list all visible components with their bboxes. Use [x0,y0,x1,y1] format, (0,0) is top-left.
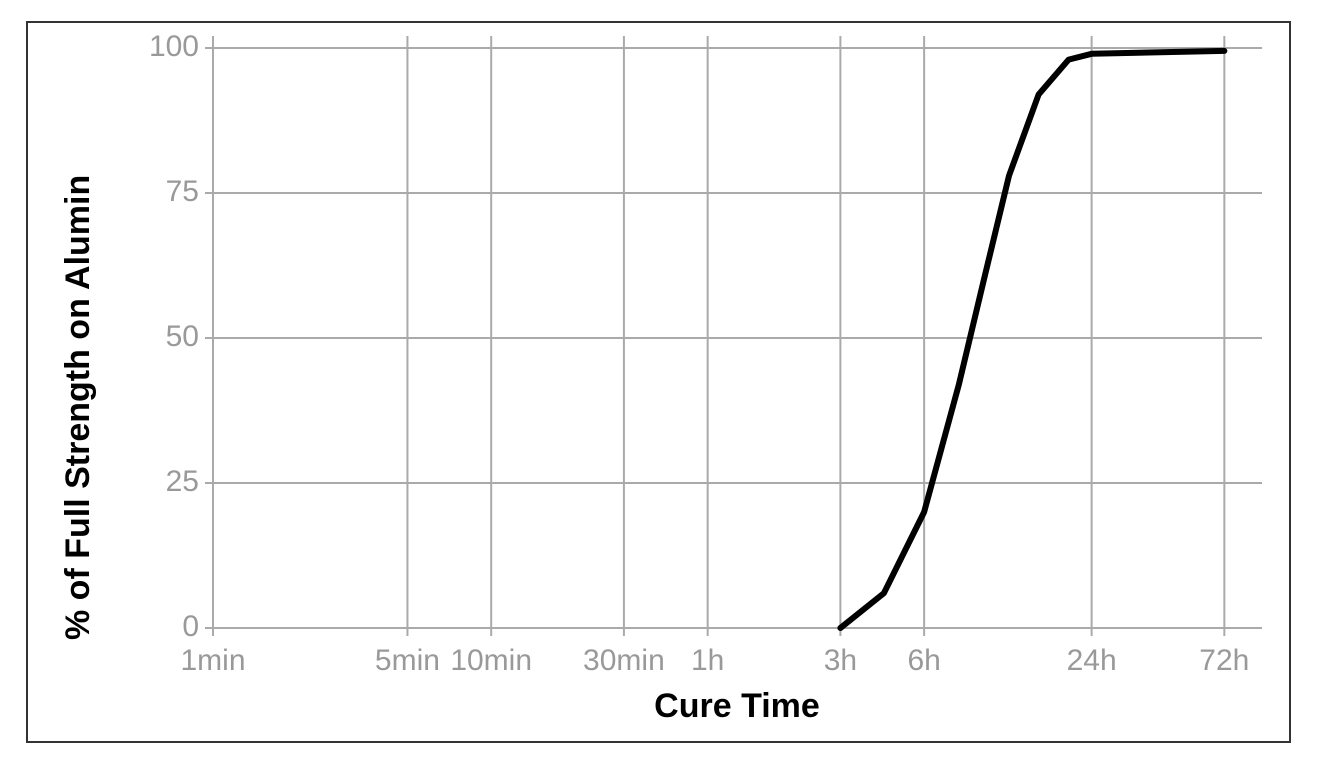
y-axis-title: % of Full Strength on Alumin [59,175,97,640]
x-tick-label: 6h [907,644,940,677]
x-tick-label: 1min [180,644,245,677]
x-tick-label: 24h [1067,644,1117,677]
y-tick-label: 50 [166,320,199,353]
x-axis-title: Cure Time [654,687,820,725]
x-tick-label: 10min [450,644,532,677]
x-tick-label: 72h [1199,644,1249,677]
x-tick-label: 30min [583,644,665,677]
y-tick-label: 75 [166,175,199,208]
y-tick-label: 25 [166,465,199,498]
y-tick-label: 0 [182,610,199,643]
chart-frame [26,21,1291,743]
x-tick-label: 5min [375,644,440,677]
y-tick-label: 100 [149,30,199,63]
data-line [837,47,1228,631]
x-tick-label: 1h [691,644,724,677]
x-tick-label: 3h [824,644,857,677]
